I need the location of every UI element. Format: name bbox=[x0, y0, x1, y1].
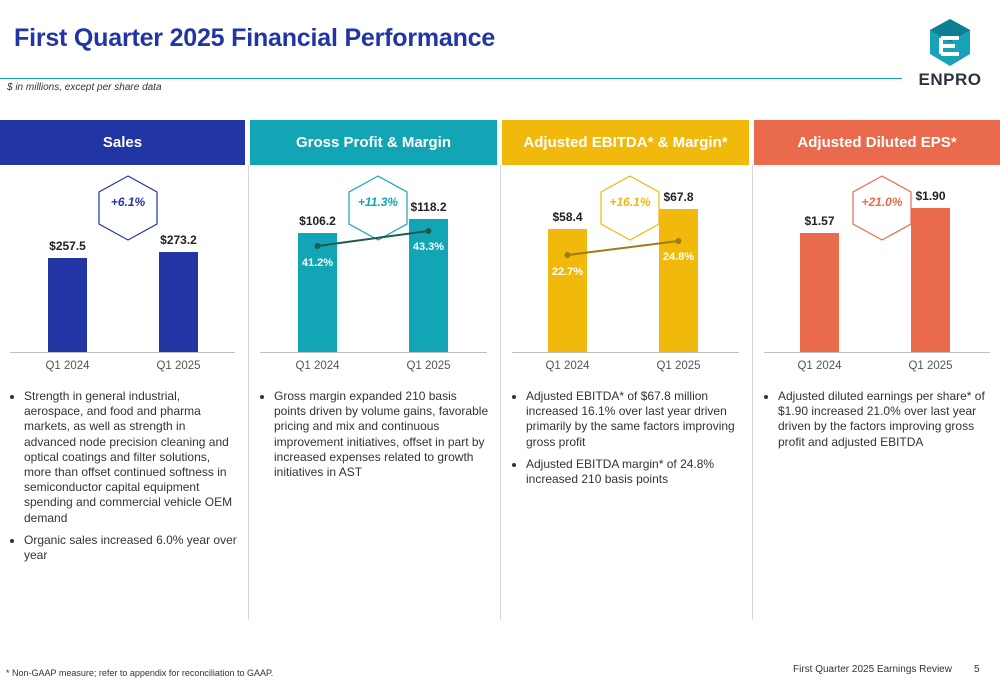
margin-label: 22.7% bbox=[551, 266, 584, 278]
growth-label: +21.0% bbox=[861, 195, 903, 209]
enpro-logo: ENPRO bbox=[915, 16, 985, 90]
margin-label: 24.8% bbox=[662, 251, 695, 263]
margin-label: 41.2% bbox=[301, 257, 334, 269]
bar-value-label: $1.90 bbox=[915, 189, 946, 203]
growth-hexagon bbox=[600, 175, 660, 241]
bar-q1-2024 bbox=[48, 258, 87, 352]
x-tick-label: Q1 2025 bbox=[406, 360, 451, 372]
page-title: First Quarter 2025 Financial Performance bbox=[14, 24, 496, 52]
footnote: * Non-GAAP measure; refer to appendix fo… bbox=[6, 668, 274, 678]
growth-label: +6.1% bbox=[110, 195, 146, 209]
bar-q1-2025 bbox=[659, 209, 698, 352]
panel-divider bbox=[248, 165, 249, 620]
commentary-item: Adjusted diluted earnings per share* of … bbox=[778, 389, 994, 450]
units-note: $ in millions, except per share data bbox=[7, 82, 162, 93]
bar-value-label: $273.2 bbox=[160, 233, 197, 247]
title-rule bbox=[0, 78, 902, 79]
enpro-logo-icon bbox=[930, 19, 970, 66]
panel-header-1: Sales bbox=[0, 120, 245, 165]
commentary-list: Gross margin expanded 210 basis points d… bbox=[260, 389, 491, 487]
bar-q1-2025 bbox=[911, 208, 950, 352]
bar-value-label: $58.4 bbox=[552, 210, 583, 224]
commentary-item: Adjusted EBITDA* of $67.8 million increa… bbox=[526, 389, 743, 450]
commentary-list: Adjusted EBITDA* of $67.8 million increa… bbox=[512, 389, 743, 494]
growth-hexagon bbox=[852, 175, 912, 241]
bar-value-label: $1.57 bbox=[804, 214, 835, 228]
bar-value-label: $118.2 bbox=[410, 200, 447, 214]
margin-label: 43.3% bbox=[412, 241, 445, 253]
commentary-item: Organic sales increased 6.0% year over y… bbox=[24, 533, 239, 563]
chart-baseline bbox=[260, 352, 487, 353]
commentary-list: Adjusted diluted earnings per share* of … bbox=[764, 389, 994, 457]
panel-header-3: Adjusted EBITDA* & Margin* bbox=[502, 120, 749, 165]
x-tick-label: Q1 2024 bbox=[295, 360, 340, 372]
growth-label: +11.3% bbox=[357, 195, 399, 209]
bar-value-label: $257.5 bbox=[49, 239, 86, 253]
x-tick-label: Q1 2025 bbox=[908, 360, 953, 372]
growth-hexagon bbox=[98, 175, 158, 241]
chart-baseline bbox=[512, 352, 739, 353]
commentary-item: Adjusted EBITDA margin* of 24.8% increas… bbox=[526, 457, 743, 487]
growth-label: +16.1% bbox=[609, 195, 651, 209]
x-tick-label: Q1 2024 bbox=[797, 360, 842, 372]
x-tick-label: Q1 2024 bbox=[45, 360, 90, 372]
bar-value-label: $106.2 bbox=[299, 214, 336, 228]
chart-baseline bbox=[764, 352, 990, 353]
commentary-list: Strength in general industrial, aerospac… bbox=[10, 389, 239, 570]
x-tick-label: Q1 2025 bbox=[656, 360, 701, 372]
bar-q1-2025 bbox=[409, 219, 448, 352]
panel-divider bbox=[500, 165, 501, 620]
bar-q1-2024 bbox=[298, 233, 337, 352]
commentary-item: Strength in general industrial, aerospac… bbox=[24, 389, 239, 526]
bar-q1-2024 bbox=[800, 233, 839, 352]
panel-header-2: Gross Profit & Margin bbox=[250, 120, 497, 165]
logo-wordmark: ENPRO bbox=[918, 70, 982, 89]
footer-text: First Quarter 2025 Earnings Review bbox=[793, 664, 952, 675]
bar-q1-2025 bbox=[159, 252, 198, 352]
bar-value-label: $67.8 bbox=[663, 190, 694, 204]
panel-divider bbox=[752, 165, 753, 620]
x-tick-label: Q1 2024 bbox=[545, 360, 590, 372]
bar-q1-2024 bbox=[548, 229, 587, 352]
x-tick-label: Q1 2025 bbox=[156, 360, 201, 372]
page-number: 5 bbox=[974, 664, 980, 675]
panel-header-4: Adjusted Diluted EPS* bbox=[754, 120, 1000, 165]
chart-baseline bbox=[10, 352, 235, 353]
commentary-item: Gross margin expanded 210 basis points d… bbox=[274, 389, 491, 480]
